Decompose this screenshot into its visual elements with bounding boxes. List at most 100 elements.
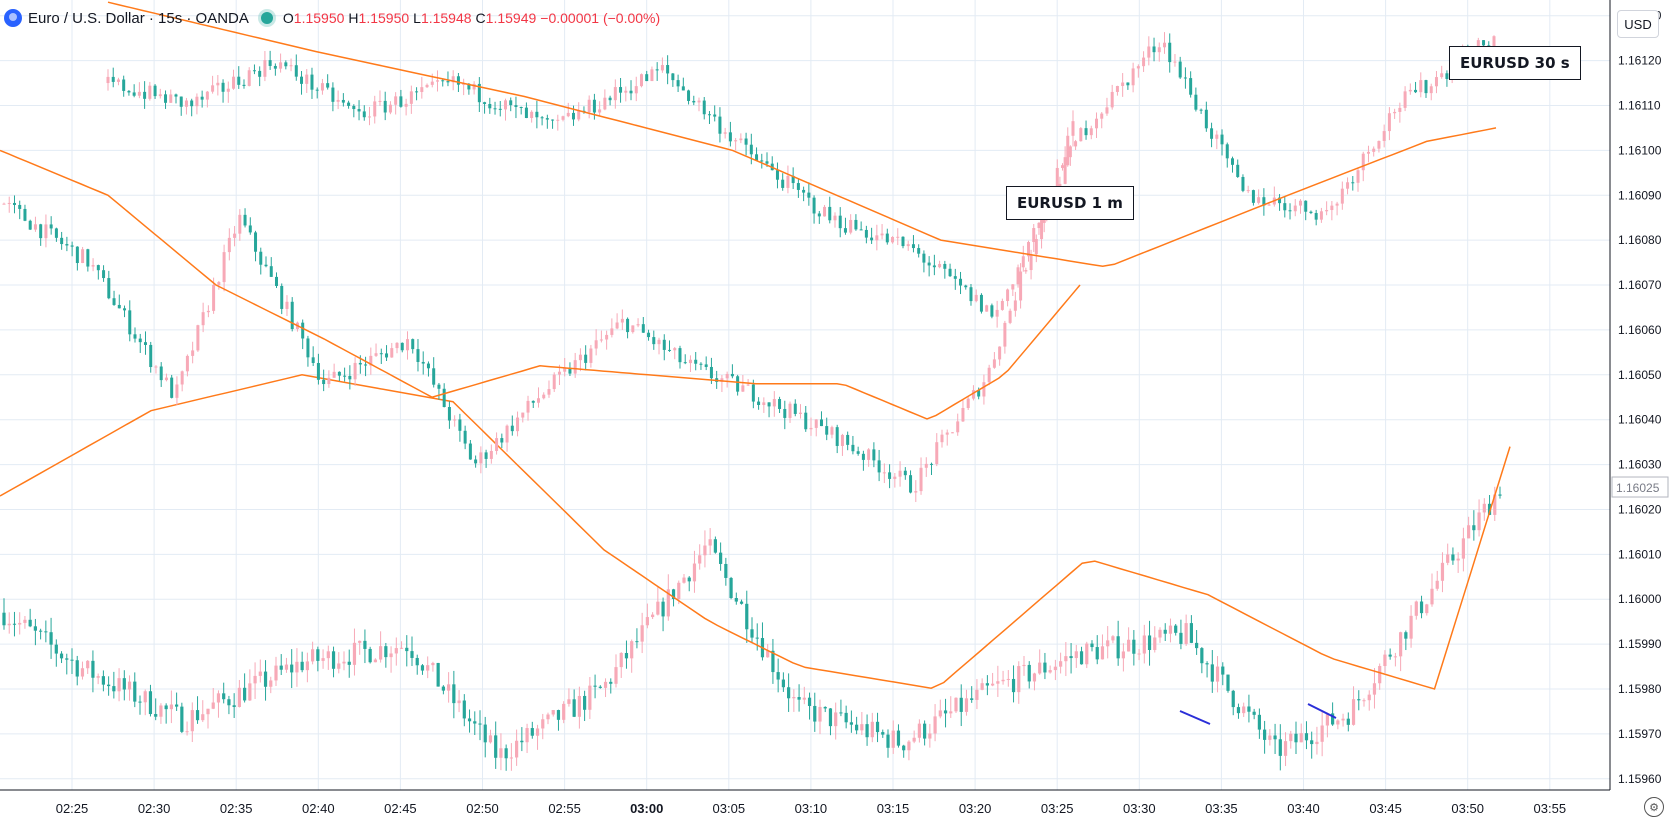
candle-body bbox=[882, 472, 886, 474]
candle-body bbox=[1493, 494, 1497, 515]
candle-body bbox=[322, 379, 326, 385]
currency-button[interactable]: USD bbox=[1617, 10, 1659, 38]
candle-body bbox=[1356, 170, 1360, 183]
candle-body bbox=[310, 74, 314, 90]
candle-body bbox=[723, 132, 727, 134]
candle-body bbox=[175, 384, 179, 398]
candle-body bbox=[353, 362, 357, 380]
candle-body bbox=[1319, 211, 1323, 220]
ohlc-close-value: 1.15949 bbox=[485, 10, 537, 26]
candle-body bbox=[1293, 205, 1297, 212]
candle-body bbox=[992, 359, 996, 368]
candle-body bbox=[891, 730, 895, 748]
candle-body bbox=[823, 206, 827, 217]
candle-body bbox=[1482, 40, 1486, 46]
candle-body bbox=[1064, 656, 1068, 662]
candle-body bbox=[849, 219, 853, 233]
candle-body bbox=[154, 714, 158, 717]
candle-body bbox=[1294, 733, 1298, 743]
candle-body bbox=[1372, 148, 1376, 152]
chart-settings-icon[interactable]: ⚙ bbox=[1644, 797, 1664, 817]
y-tick-label: 1.15970 bbox=[1618, 727, 1662, 741]
candle-body bbox=[1006, 678, 1010, 680]
candle-body bbox=[452, 684, 456, 704]
candle-body bbox=[877, 460, 881, 473]
candle-body bbox=[1147, 46, 1151, 58]
candle-body bbox=[767, 402, 771, 407]
candle-body bbox=[843, 228, 847, 233]
candle-body bbox=[516, 417, 520, 432]
candle-body bbox=[938, 710, 942, 717]
candle-body bbox=[556, 710, 561, 720]
candle-body bbox=[316, 649, 320, 661]
candle-body bbox=[1111, 636, 1115, 641]
candle-body bbox=[18, 622, 22, 625]
candle-body bbox=[488, 735, 493, 743]
candle-body bbox=[660, 65, 664, 71]
candle-body bbox=[331, 651, 336, 669]
candle-body bbox=[477, 83, 481, 103]
candle-body bbox=[875, 235, 879, 241]
candle-body bbox=[1419, 601, 1424, 614]
candle-body bbox=[896, 236, 900, 238]
candle-body bbox=[247, 70, 251, 86]
candle-body bbox=[211, 85, 215, 92]
candle-body bbox=[1288, 210, 1292, 212]
candle-body bbox=[917, 723, 921, 738]
candle-body bbox=[1263, 729, 1267, 740]
candle-body bbox=[254, 232, 258, 252]
candle-body bbox=[840, 434, 844, 446]
candle-body bbox=[730, 373, 734, 377]
candle-body bbox=[578, 354, 582, 361]
candle-body bbox=[473, 721, 477, 724]
candle-body bbox=[919, 467, 923, 492]
candle-body bbox=[1027, 664, 1031, 682]
candle-body bbox=[86, 660, 90, 669]
candle-body bbox=[474, 459, 478, 464]
x-tick-label: 03:30 bbox=[1123, 801, 1156, 816]
candle-body bbox=[917, 248, 921, 254]
candle-body bbox=[1230, 158, 1234, 165]
candle-body bbox=[746, 384, 750, 386]
candle-body bbox=[1210, 664, 1214, 682]
candle-body bbox=[358, 640, 362, 643]
x-tick-label: 03:15 bbox=[877, 801, 910, 816]
candle-body bbox=[629, 90, 633, 94]
candle-body bbox=[641, 324, 645, 333]
candle-body bbox=[624, 652, 629, 659]
candle-body bbox=[1038, 662, 1042, 674]
candle-body bbox=[856, 451, 860, 454]
candle-body bbox=[495, 438, 499, 451]
candle-body bbox=[891, 237, 895, 243]
candle-body bbox=[610, 328, 614, 335]
candle-body bbox=[248, 225, 252, 233]
candle-body bbox=[12, 623, 17, 625]
candle-body bbox=[462, 83, 466, 85]
candle-body bbox=[1231, 690, 1235, 708]
candle-body bbox=[525, 728, 529, 743]
candle-body bbox=[1194, 94, 1198, 110]
candle-body bbox=[1021, 256, 1025, 268]
candle-body bbox=[819, 419, 823, 427]
ohlc-low-label: L bbox=[413, 10, 421, 26]
candle-body bbox=[399, 96, 403, 107]
candle-body bbox=[1325, 210, 1329, 212]
candle-body bbox=[489, 450, 493, 459]
candle-body bbox=[729, 577, 733, 599]
candle-body bbox=[704, 364, 708, 367]
candle-body bbox=[875, 721, 880, 733]
candle-body bbox=[446, 81, 450, 83]
candle-body bbox=[765, 161, 769, 164]
candle-body bbox=[1152, 46, 1156, 53]
candle-body bbox=[436, 662, 440, 687]
candle-body bbox=[1162, 42, 1166, 48]
candle-body bbox=[634, 86, 638, 94]
candle-body bbox=[694, 359, 698, 364]
candle-body bbox=[456, 76, 460, 85]
candle-body bbox=[959, 697, 963, 712]
candle-body bbox=[725, 373, 729, 379]
candle-body bbox=[122, 79, 126, 91]
candle-body bbox=[1210, 128, 1214, 139]
symbol-title[interactable]: Euro / U.S. Dollar · 15s · OANDA bbox=[28, 9, 249, 27]
